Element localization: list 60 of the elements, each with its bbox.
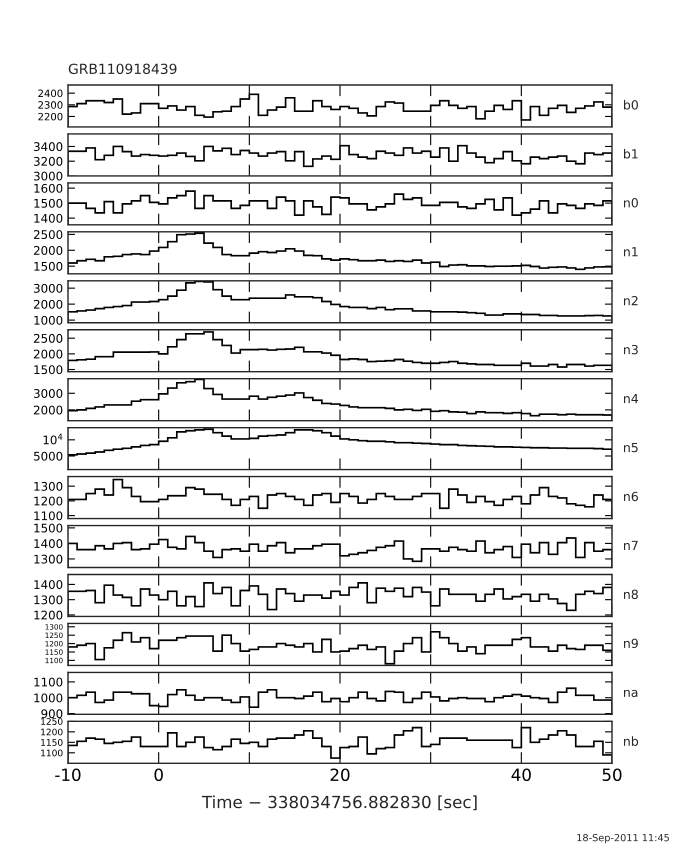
y-tick-label: 1500 xyxy=(34,262,62,271)
y-tick-label: 1150 xyxy=(41,739,63,746)
text: b1 xyxy=(624,148,638,159)
y-tick-label: 1100 xyxy=(41,750,63,756)
y-tick-label: 1500 xyxy=(34,198,62,208)
y-tick-label: 2200 xyxy=(38,112,62,120)
y-tick-label: 1200 xyxy=(41,728,63,736)
text: n5 xyxy=(624,442,638,452)
y-tick-label: 3000 xyxy=(34,172,62,181)
x-tick-label: 40 xyxy=(512,768,531,782)
y-tick-label: 10$^{4}$ xyxy=(44,434,62,444)
text: n9 xyxy=(624,638,638,648)
text: n8 xyxy=(624,590,638,600)
y-tick-label: 1100 xyxy=(34,678,62,687)
text: n4 xyxy=(624,394,638,404)
text: n1 xyxy=(624,247,638,256)
y-tick-label: 2500 xyxy=(34,230,62,240)
text: n3 xyxy=(624,344,638,354)
text: 18-Sep-2011 11:45 xyxy=(577,834,669,844)
y-tick-label: 2400 xyxy=(38,90,62,98)
y-tick-label: 1300 xyxy=(34,595,62,604)
y-tick-label: 1300 xyxy=(34,554,62,564)
y-tick-label: 1500 xyxy=(34,365,62,374)
x-axis-title: Time − 338034756.882830 [sec] xyxy=(202,795,477,810)
x-tick-label: 0 xyxy=(154,768,163,782)
y-tick-label: 3400 xyxy=(34,142,62,152)
y-tick-label: 1250 xyxy=(41,718,63,725)
y-tick-label: 2500 xyxy=(34,334,62,343)
y-tick-label: 1600 xyxy=(34,184,62,193)
y-tick-label: 1300 xyxy=(34,482,62,491)
y-tick-label: 1200 xyxy=(34,496,62,506)
y-tick-label: 3000 xyxy=(34,389,62,398)
chart-title: GRB110918439 xyxy=(68,64,176,74)
y-tick-label: 3200 xyxy=(34,156,62,166)
y-tick-label: 1000 xyxy=(34,316,62,325)
y-tick-label: 2000 xyxy=(34,246,62,255)
y-tick-label: 5000 xyxy=(34,452,62,461)
x-tick-label: -10 xyxy=(55,768,81,782)
y-tick-label: 1500 xyxy=(34,524,62,533)
text: na xyxy=(624,690,638,697)
y-tick-label: 1100 xyxy=(34,511,62,520)
x-tick-label: 20 xyxy=(330,768,350,782)
text: nb xyxy=(624,736,638,746)
y-tick-label: 900 xyxy=(41,709,62,718)
y-tick-label: 2000 xyxy=(34,350,62,359)
y-tick-label: 1000 xyxy=(34,693,62,702)
y-tick-label: 2300 xyxy=(38,101,62,109)
x-tick-label: 50 xyxy=(602,768,622,782)
y-tick-label: 2000 xyxy=(34,406,62,415)
y-tick-label: 1400 xyxy=(34,214,62,223)
text: n7 xyxy=(624,540,638,550)
text: n0 xyxy=(624,198,638,208)
y-tick-label: 1400 xyxy=(34,580,62,590)
text: b0 xyxy=(624,100,638,110)
y-tick-label: 3000 xyxy=(34,284,62,293)
text: n6 xyxy=(624,492,638,502)
y-tick-label: 1400 xyxy=(34,539,62,548)
text: n2 xyxy=(624,296,638,306)
y-tick-label: 1200 xyxy=(34,610,62,620)
y-tick-label: 2000 xyxy=(34,300,62,309)
